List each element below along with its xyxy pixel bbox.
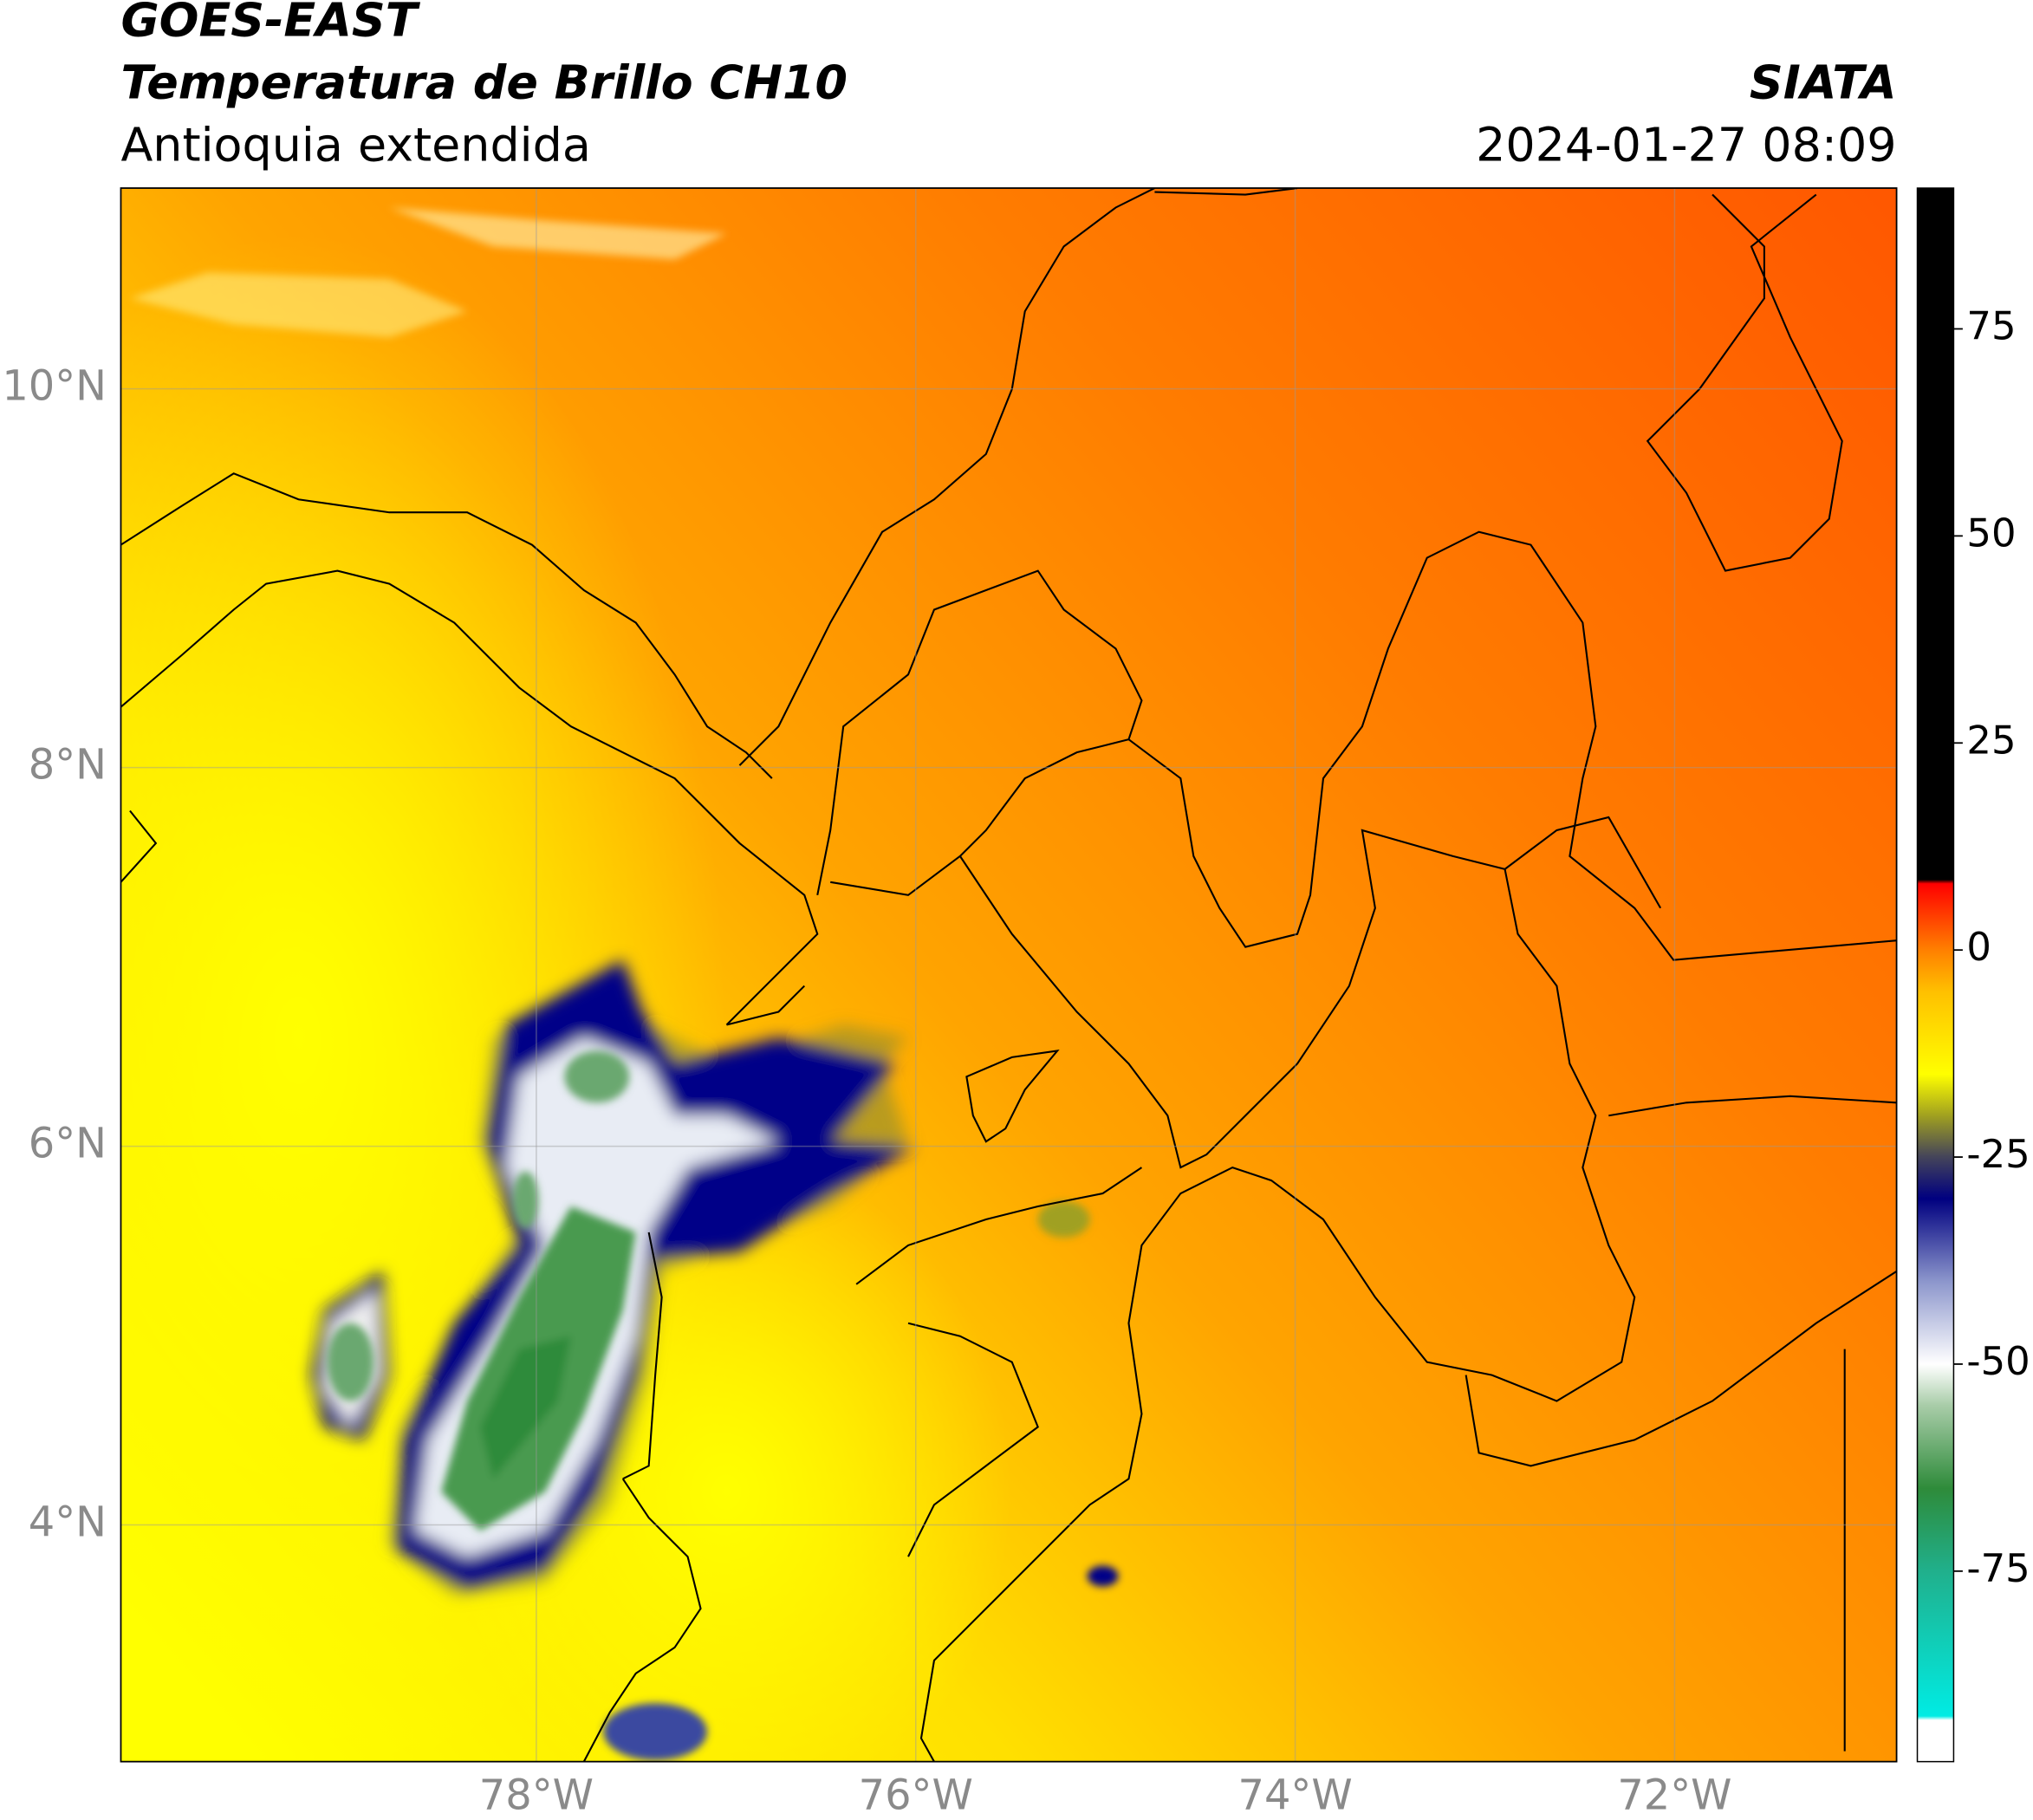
colorbar-tick-label: 25 — [1966, 717, 2016, 763]
y-tick-label: 6°N — [29, 1121, 107, 1168]
x-tick-label: 78°W — [479, 1772, 594, 1820]
graticule — [120, 188, 1897, 1762]
colorbar — [1916, 187, 1955, 1763]
colorbar-tick-label: 50 — [1966, 510, 2016, 556]
x-tick-label: 76°W — [859, 1772, 973, 1820]
satellite-title: GOES-EAST — [120, 0, 420, 48]
product-title: Temperatura de Brillo CH10 — [120, 55, 848, 109]
colorbar-tick-label: -50 — [1966, 1338, 2030, 1384]
region-label: Antioquia extendida — [120, 117, 590, 172]
colorbar-tick-label: 75 — [1966, 302, 2016, 348]
map-image — [120, 188, 1897, 1762]
colorbar-tick-label: 0 — [1966, 924, 1991, 970]
map-frame — [120, 187, 1898, 1763]
source-label: SIATA — [1750, 55, 1897, 109]
timestamp: 2024-01-27 08:09 — [1476, 117, 1896, 172]
y-tick-label: 4°N — [29, 1499, 107, 1547]
colorbar-tick-label: -25 — [1966, 1131, 2030, 1177]
y-tick-label: 8°N — [29, 742, 107, 790]
x-tick-label: 74°W — [1237, 1772, 1352, 1820]
y-tick-label: 10°N — [2, 363, 107, 411]
x-tick-label: 72°W — [1617, 1772, 1731, 1820]
colorbar-tick-label: -75 — [1966, 1545, 2030, 1591]
